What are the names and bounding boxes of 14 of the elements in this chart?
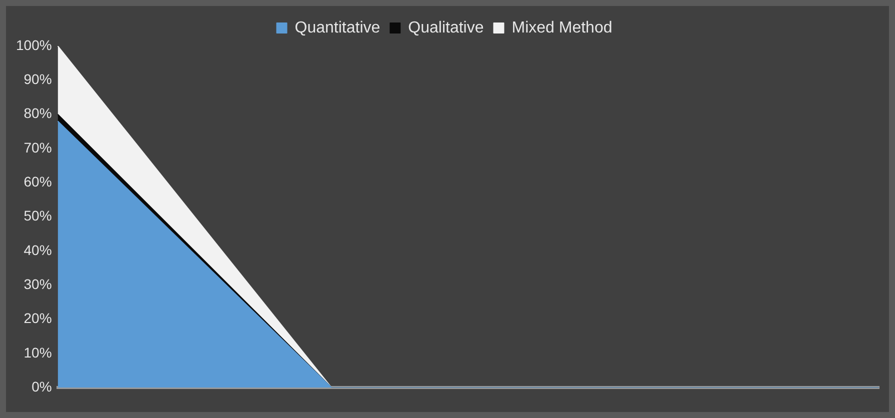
legend-label: Qualitative — [408, 19, 484, 36]
y-tick-label: 100% — [16, 36, 52, 53]
y-tick-label: 0% — [32, 378, 52, 394]
y-tick-label: 80% — [24, 105, 52, 122]
y-tick-label: 10% — [24, 344, 52, 360]
y-tick-label: 30% — [24, 276, 52, 292]
legend-label: Mixed Method — [512, 19, 612, 36]
y-tick-label: 70% — [24, 139, 52, 156]
y-tick-label: 60% — [24, 174, 52, 190]
legend-label: Quantitative — [294, 19, 380, 36]
y-tick-label: 50% — [24, 208, 52, 224]
y-tick-label: 40% — [24, 242, 52, 258]
y-tick-label: 20% — [24, 310, 52, 326]
y-tick-label: 90% — [24, 71, 52, 88]
